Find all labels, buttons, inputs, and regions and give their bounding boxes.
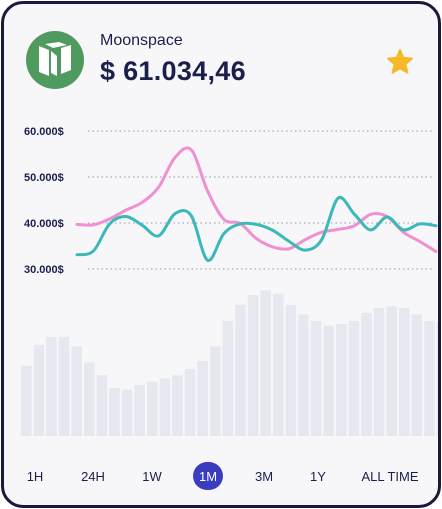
neo-logo-icon [26, 31, 84, 89]
volume-bar [323, 325, 334, 436]
tab-1m[interactable]: 1M [193, 462, 223, 490]
volume-bar [109, 388, 120, 436]
volume-bar [348, 320, 360, 436]
volume-bar [361, 312, 372, 436]
volume-bar [386, 306, 397, 436]
volume-bar [197, 360, 208, 436]
volume-bar [21, 365, 32, 436]
volume-bar [273, 293, 284, 436]
chart-grid: 60.000$ 50.000$ 40.000$ 30.000$ [24, 126, 432, 276]
price-lines [75, 146, 438, 262]
volume-bar [298, 314, 309, 436]
volume-bar [336, 324, 347, 436]
y-tick-label: 30.000$ [24, 264, 64, 276]
price-chart: 60.000$ 50.000$ 40.000$ 30.000$ [21, 126, 438, 436]
price-line-pink [75, 146, 438, 254]
volume-bar [96, 375, 108, 436]
volume-bar [58, 336, 70, 436]
volume-bar [84, 362, 95, 436]
tab-3m[interactable]: 3M [254, 468, 274, 484]
tab-1y[interactable]: 1Y [310, 468, 326, 484]
tab-1h[interactable]: 1H [26, 468, 44, 484]
current-price: $ 61.034,46 [100, 56, 246, 86]
volume-bar [235, 304, 246, 436]
volume-bars [21, 290, 438, 436]
volume-bar [373, 308, 385, 436]
volume-bar [159, 378, 171, 436]
volume-bar [222, 320, 234, 436]
tab-all-time[interactable]: ALL TIME [361, 468, 419, 484]
volume-bar [310, 320, 322, 436]
volume-bar [247, 295, 259, 436]
volume-bar [172, 375, 183, 436]
coin-name: Moonspace [100, 32, 183, 49]
volume-bar [134, 384, 145, 436]
volume-bar [147, 381, 158, 436]
volume-bar [436, 322, 438, 436]
volume-bar [71, 346, 82, 436]
volume-bar [33, 344, 45, 436]
y-tick-label: 50.000$ [24, 172, 64, 184]
volume-bar [285, 304, 297, 436]
volume-bar [46, 336, 57, 436]
tab-1w[interactable]: 1W [142, 468, 162, 484]
y-tick-label: 40.000$ [24, 218, 64, 230]
volume-bar [121, 389, 133, 436]
volume-bar [424, 320, 435, 436]
volume-bar [399, 308, 410, 436]
volume-bar [411, 314, 423, 436]
y-tick-label: 60.000$ [24, 126, 64, 138]
tab-24h[interactable]: 24H [81, 468, 105, 484]
price-line-teal [75, 195, 438, 262]
time-range-tabs: 1H 24H 1W 1M 3M 1Y ALL TIME [4, 462, 438, 492]
volume-bar [184, 368, 196, 436]
volume-bar [260, 290, 271, 436]
volume-bar [210, 346, 221, 436]
star-icon[interactable] [386, 48, 414, 76]
